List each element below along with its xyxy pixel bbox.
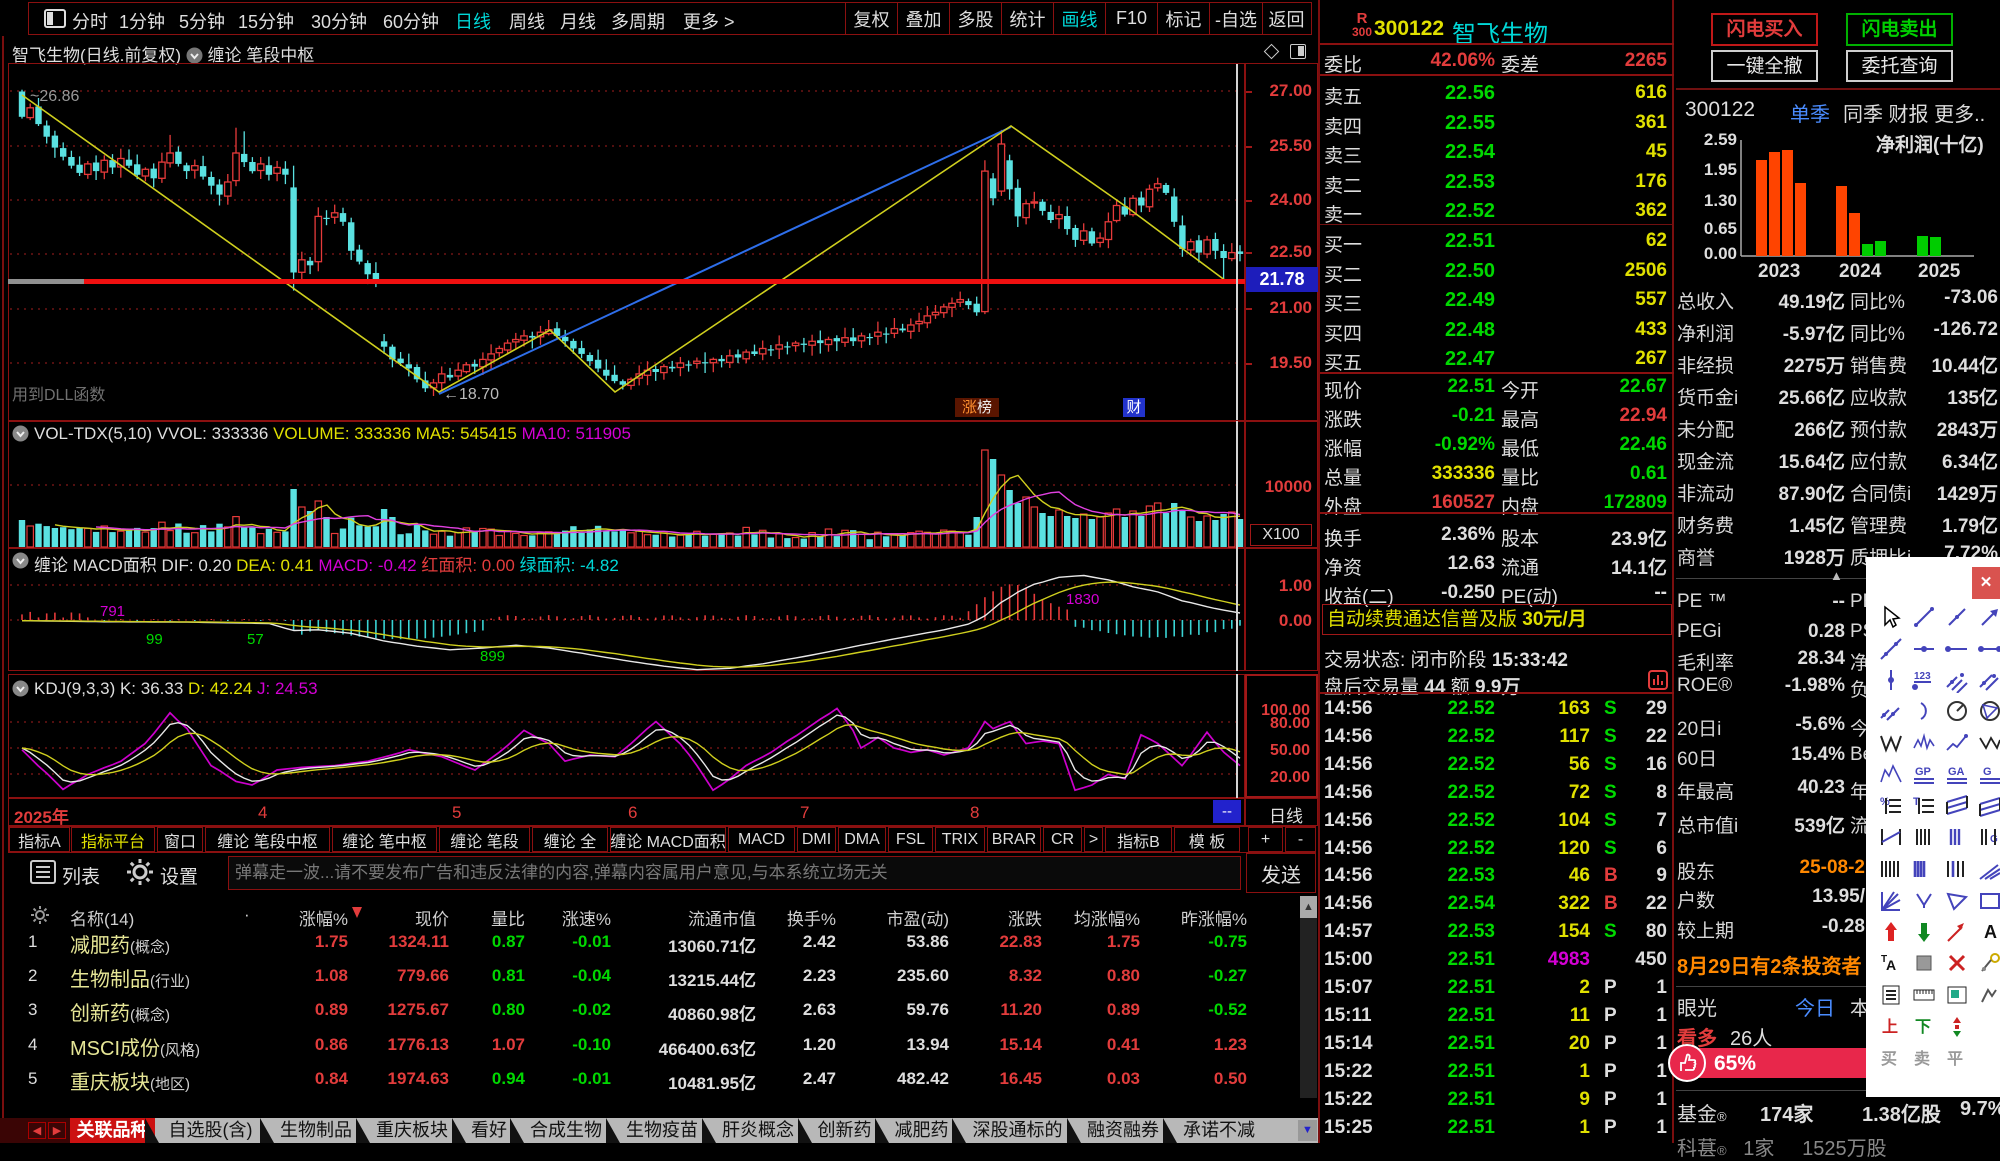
svg-text:下: 下 bbox=[1915, 1019, 1931, 1036]
svg-text:T: T bbox=[1913, 796, 1920, 808]
svg-text:上: 上 bbox=[1882, 1018, 1898, 1036]
svg-text:卖: 卖 bbox=[1914, 1049, 1930, 1068]
svg-text:买: 买 bbox=[1881, 1050, 1897, 1068]
svg-text:GA: GA bbox=[1948, 766, 1965, 778]
svg-text:GP: GP bbox=[1915, 766, 1931, 778]
svg-text:A: A bbox=[1984, 922, 1997, 942]
svg-text:A: A bbox=[1886, 957, 1896, 973]
svg-text:G: G bbox=[1983, 766, 1992, 778]
svg-text:T: T bbox=[1881, 954, 1887, 965]
svg-text:123: 123 bbox=[1914, 671, 1931, 682]
svg-text:平: 平 bbox=[1947, 1050, 1963, 1068]
